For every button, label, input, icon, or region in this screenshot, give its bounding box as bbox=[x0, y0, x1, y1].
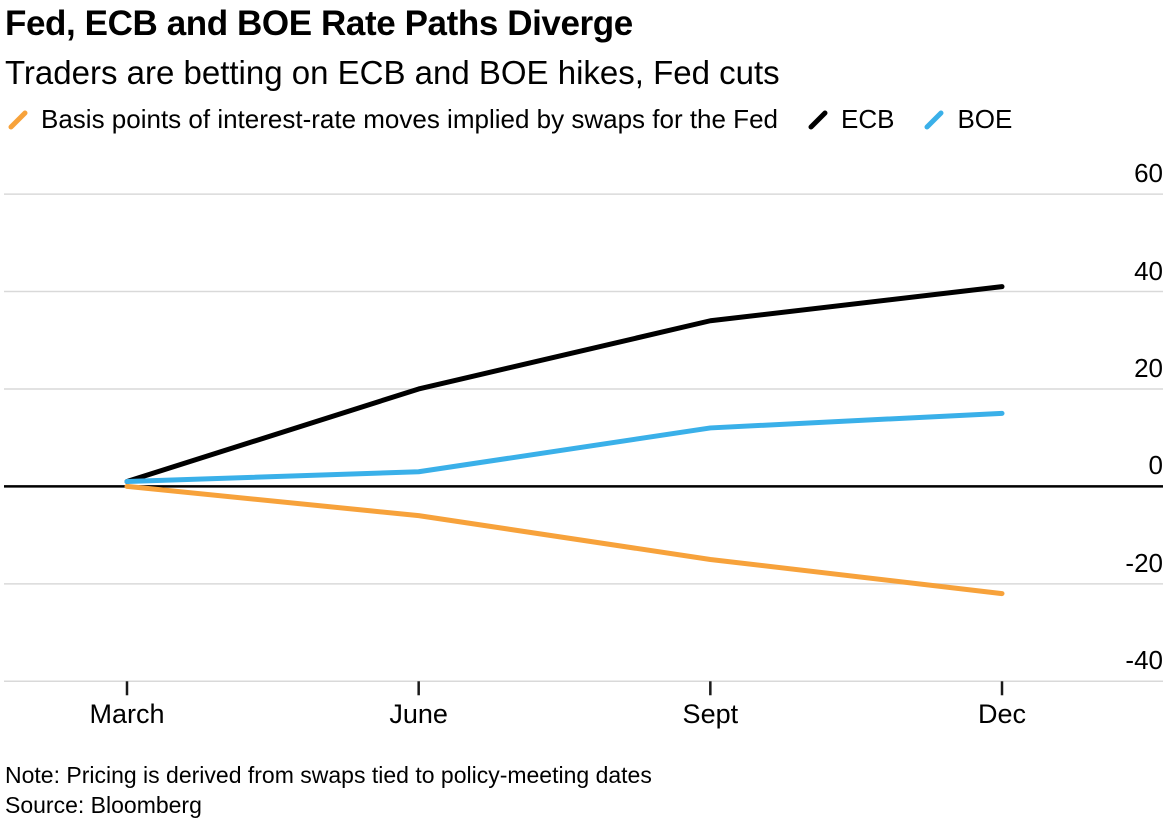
x-axis-tick-label: Sept bbox=[682, 699, 739, 729]
chart-title: Fed, ECB and BOE Rate Paths Diverge bbox=[5, 4, 633, 43]
fed-line-swatch-icon bbox=[8, 110, 28, 129]
legend-item-boe: BOE bbox=[923, 104, 1012, 135]
series-line-ecb bbox=[124, 284, 1005, 485]
y-axis-tick-label: 0 bbox=[1148, 450, 1163, 481]
x-axis-tick-label: March bbox=[89, 699, 165, 729]
legend-item-fed: Basis points of interest-rate moves impl… bbox=[7, 104, 778, 135]
legend-label-boe: BOE bbox=[957, 104, 1013, 134]
footnote: Note: Pricing is derived from swaps tied… bbox=[5, 762, 652, 788]
y-axis-tick-label: 40 bbox=[1134, 255, 1163, 286]
series-line-boe bbox=[124, 410, 1005, 485]
boe-line-swatch-icon bbox=[924, 110, 944, 129]
x-axis-tick-label: Dec bbox=[977, 699, 1027, 729]
chart-legend: Basis points of interest-rate moves impl… bbox=[7, 104, 1012, 135]
legend-label-ecb: ECB bbox=[841, 104, 895, 134]
source-credit: Source: Bloomberg bbox=[5, 792, 202, 818]
y-axis-tick-label: -20 bbox=[1125, 547, 1163, 578]
chart-footer: Note: Pricing is derived from swaps tied… bbox=[5, 760, 652, 820]
y-axis-tick-label: -40 bbox=[1125, 645, 1163, 676]
legend-label-fed: Basis points of interest-rate moves impl… bbox=[41, 104, 778, 134]
series-line-fed bbox=[124, 483, 1005, 597]
ecb-line-swatch-icon bbox=[808, 110, 828, 129]
y-axis-tick-label: 20 bbox=[1134, 352, 1163, 383]
legend-item-ecb: ECB bbox=[807, 104, 894, 135]
x-axis-tick-label: June bbox=[389, 699, 448, 729]
chart-subtitle: Traders are betting on ECB and BOE hikes… bbox=[5, 54, 780, 91]
y-axis-tick-label: 60 bbox=[1134, 158, 1163, 189]
